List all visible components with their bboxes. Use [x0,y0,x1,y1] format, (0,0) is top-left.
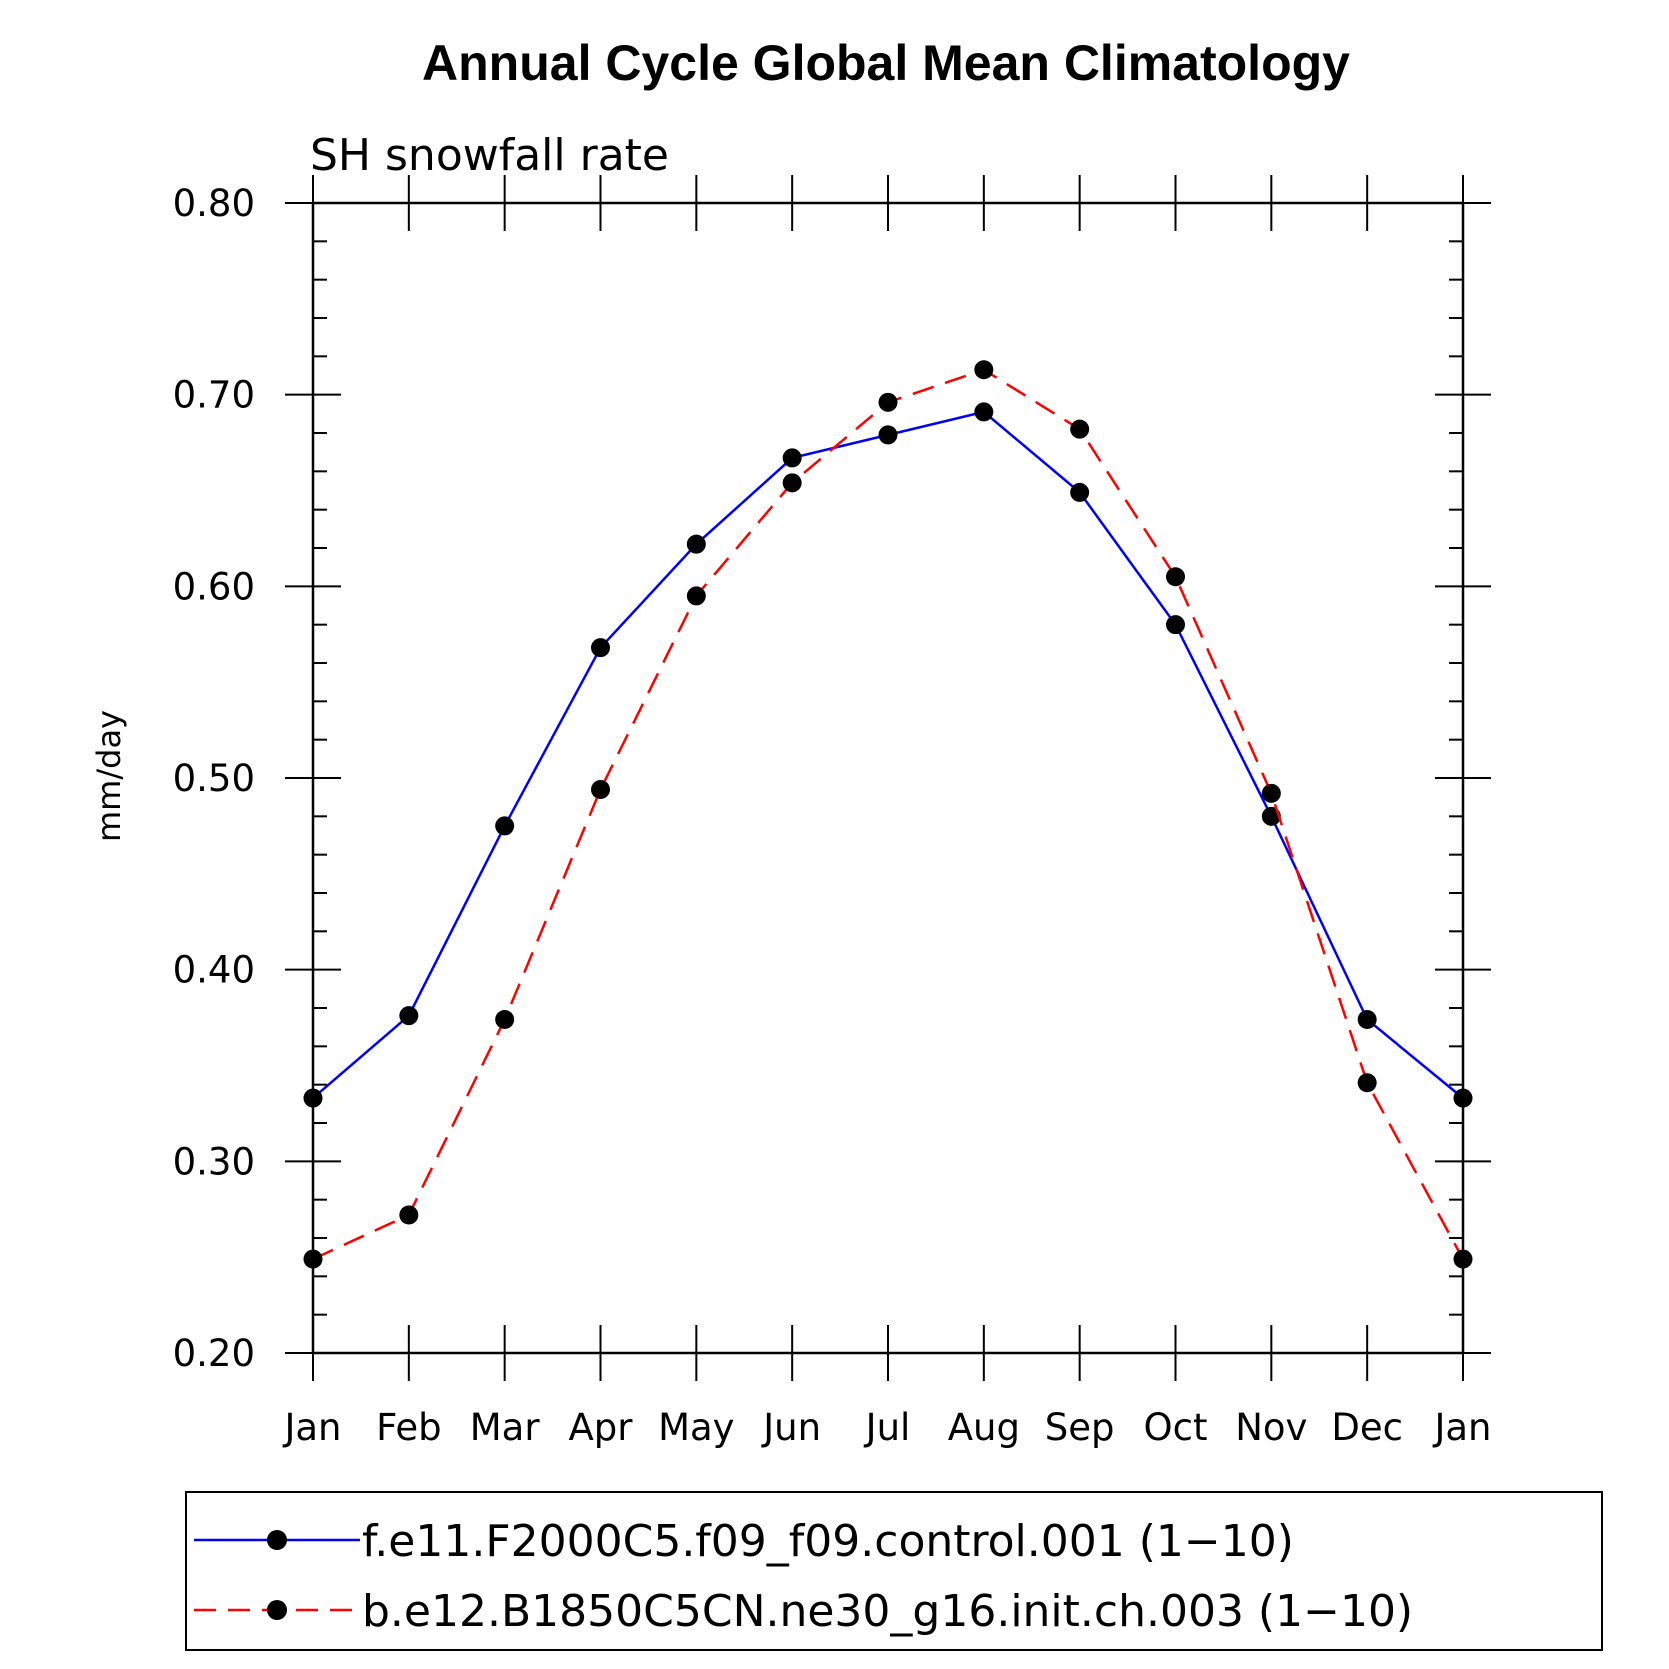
data-point [686,586,706,606]
y-tick-label: 0.70 [173,374,255,417]
chart-title: Annual Cycle Global Mean Climatology [422,35,1350,91]
y-tick-label: 0.60 [173,565,255,608]
y-tick-label: 0.40 [173,949,255,992]
y-tick-label: 0.50 [173,757,255,800]
x-tick-label: Nov [1235,1406,1307,1449]
x-tick-label: Apr [568,1406,633,1449]
x-tick-label: Sep [1045,1406,1115,1449]
x-tick-label: Jan [282,1406,341,1449]
legend-label: f.e11.F2000C5.f09_f09.control.001 (1−10) [362,1516,1294,1567]
series-line [312,368,1465,1261]
data-point [399,1006,419,1026]
data-point [1357,1073,1377,1093]
data-point [591,780,610,799]
data-point [1070,419,1090,439]
data-point [686,534,706,554]
legend-box [185,1491,1603,1651]
x-tick-label: Mar [470,1406,541,1449]
axes: 0.20 0.30 0.40 0.50 0.60 0.70 0.80 Jan Feb Mar Apr… [173,175,1492,1449]
x-tick-label: Jul [864,1406,911,1449]
y-axis-label: mm/day [90,710,128,842]
data-point [1453,1249,1473,1269]
data-point [974,402,994,422]
legend: f.e11.F2000C5.f09_f09.control.001 (1−10)… [185,1491,1603,1651]
series-2 [303,360,1473,1269]
y-tick-label: 0.20 [173,1332,255,1375]
data-point [303,1249,323,1269]
data-point [399,1205,419,1225]
chart-subtitle: SH snowfall rate [310,130,669,181]
y-tick-label: 0.80 [173,182,255,225]
data-point [1070,482,1090,502]
data-point [591,638,610,658]
data-point [495,1010,515,1029]
x-tick-label: Jun [761,1406,821,1449]
legend-label: b.e12.B1850C5CN.ne30_g16.init.ch.003 (1−… [362,1586,1413,1637]
data-point [782,448,802,468]
data-point [782,473,802,493]
x-tick-label: Oct [1144,1406,1208,1449]
plot-frame [311,201,1465,1355]
data-point [1357,1010,1377,1029]
x-tick-label: Dec [1331,1406,1403,1449]
series-line [312,410,1464,1100]
y-tick-label: 0.30 [173,1140,255,1183]
data-point [1453,1088,1473,1108]
data-point [1166,615,1185,635]
x-tick-label: Feb [376,1406,442,1449]
data-point [974,360,994,380]
data-point [878,392,898,412]
data-point [1166,567,1185,587]
x-tick-label: May [658,1406,735,1449]
series-layer [303,360,1473,1269]
x-tick-label: Jan [1432,1406,1491,1449]
data-point [1261,783,1281,803]
data-point [878,425,898,445]
data-point [495,816,515,836]
data-point [303,1088,323,1108]
series-1 [303,402,1473,1108]
x-tick-label: Aug [948,1406,1020,1449]
legend-swatch-marker [267,1600,287,1620]
legend-swatch-marker [267,1530,287,1550]
